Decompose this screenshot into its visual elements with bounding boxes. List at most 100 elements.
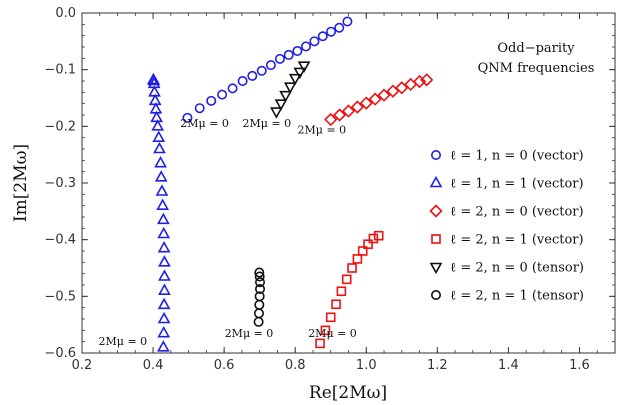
data-point	[297, 61, 311, 73]
data-point	[255, 283, 266, 294]
annotation-label: 2Mμ = 0	[298, 124, 347, 137]
data-point	[317, 31, 328, 42]
data-point	[149, 102, 163, 114]
legend-marker	[429, 262, 443, 275]
data-point	[283, 49, 294, 60]
data-point	[253, 316, 264, 327]
series-1	[147, 72, 171, 352]
legend-label: ℓ = 2, n = 0 (tensor)	[450, 261, 584, 276]
data-point	[292, 45, 303, 56]
data-point	[293, 67, 307, 80]
legend-marker	[430, 150, 441, 161]
legend: ℓ = 1, n = 0 (vector) ℓ = 1, n = 1 (vecto…	[429, 149, 584, 304]
x-tick-label: 0.4	[143, 358, 164, 373]
data-point	[158, 255, 171, 267]
legend-item: ℓ = 1, n = 0 (vector)	[430, 149, 584, 164]
data-point	[347, 263, 357, 273]
x-tick-label: 1.0	[356, 358, 377, 373]
data-point	[155, 184, 169, 196]
data-point	[342, 16, 353, 27]
x-axis-label: Re[2Mω]	[309, 383, 387, 403]
legend-label: ℓ = 2, n = 1 (tensor)	[450, 289, 584, 304]
data-point	[288, 73, 302, 86]
annotation-label: 2Mμ = 0	[99, 335, 148, 348]
data-point	[253, 308, 264, 319]
legend-marker	[431, 234, 441, 244]
legend-item: ℓ = 2, n = 1 (vector)	[431, 233, 584, 248]
data-point	[256, 65, 267, 76]
legend-item: ℓ = 1, n = 1 (vector)	[429, 175, 584, 192]
data-point	[206, 95, 217, 106]
data-point	[154, 156, 167, 168]
data-point	[274, 53, 285, 64]
data-point	[326, 26, 337, 37]
data-point	[368, 233, 379, 244]
annotation-label: 2Mμ = 0	[180, 117, 229, 130]
data-point	[158, 283, 171, 295]
x-tick-label: 1.2	[427, 358, 448, 373]
data-point	[157, 212, 170, 225]
annotation-label: 2Mμ = 0	[225, 327, 274, 340]
data-point	[309, 36, 320, 47]
data-point	[182, 112, 193, 123]
y-tick-label: −0.2	[44, 119, 76, 134]
data-point	[283, 82, 297, 94]
data-point	[331, 299, 341, 310]
data-point	[320, 325, 331, 336]
series-3	[315, 230, 384, 349]
data-point	[341, 104, 356, 118]
data-point	[254, 291, 265, 302]
data-point	[254, 267, 265, 278]
chart-title-line-2: QNM frequencies	[478, 61, 595, 76]
data-point	[255, 277, 266, 288]
x-tick-label: 0.2	[72, 358, 93, 373]
data-point	[357, 246, 368, 256]
annotation-label: 2Mμ = 0	[242, 117, 291, 130]
chart-title-line-1: Odd−parity	[497, 41, 575, 56]
data-point	[270, 107, 283, 119]
legend-label: ℓ = 2, n = 0 (vector)	[450, 205, 584, 220]
y-tick-label: −0.1	[44, 63, 76, 78]
data-point	[157, 226, 171, 239]
data-point	[274, 99, 288, 111]
data-point	[368, 92, 382, 106]
data-point	[254, 299, 265, 310]
data-point	[227, 83, 238, 94]
data-point	[156, 198, 170, 210]
data-point	[148, 93, 162, 106]
legend-label: ℓ = 1, n = 0 (vector)	[450, 149, 584, 164]
legend-label: ℓ = 2, n = 1 (vector)	[450, 233, 584, 248]
y-tick-label: −0.4	[44, 233, 76, 248]
legend-item: ℓ = 2, n = 1 (tensor)	[430, 289, 584, 304]
series-4	[270, 61, 311, 119]
y-tick-label: 0.0	[55, 6, 76, 21]
data-point	[395, 81, 409, 95]
data-point	[386, 84, 400, 98]
data-point	[157, 297, 171, 310]
series-5	[253, 267, 266, 327]
data-point	[265, 60, 276, 71]
data-point	[300, 41, 311, 52]
x-tick-label: 1.6	[569, 358, 590, 373]
data-point	[157, 241, 171, 253]
legend-marker	[429, 204, 443, 218]
series-0	[182, 16, 353, 123]
axis-ticks	[81, 12, 616, 354]
data-point	[157, 311, 171, 324]
x-tick-label: 0.8	[285, 358, 306, 373]
x-tick-label: 1.4	[498, 358, 519, 373]
data-point	[151, 119, 165, 131]
axis-tick-labels: 0.2 0.4 0.6 0.8 1.0 1.2 1.4 1.6 0.0 −0.1 −0.2 −0.3 −…	[44, 6, 589, 373]
data-point	[359, 96, 373, 110]
x-tick-label: 0.6	[214, 358, 235, 373]
data-point	[154, 170, 168, 182]
data-point	[247, 70, 258, 81]
data-point	[152, 130, 166, 142]
y-tick-label: −0.5	[44, 289, 76, 304]
data-marks	[147, 16, 434, 352]
legend-label: ℓ = 1, n = 1 (vector)	[450, 177, 584, 192]
data-point	[341, 274, 352, 285]
data-point	[194, 103, 205, 114]
data-point	[148, 85, 161, 97]
data-point	[157, 326, 171, 338]
